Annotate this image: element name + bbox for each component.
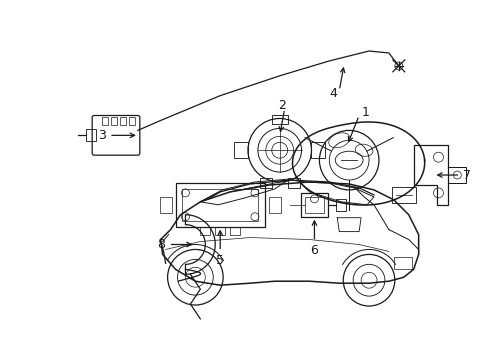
Bar [111, 117, 117, 125]
Text: 3: 3 [98, 129, 106, 142]
Text: 6: 6 [310, 244, 318, 257]
Bar [234, 142, 247, 158]
Bar [271, 114, 287, 125]
Text: 1: 1 [361, 106, 369, 119]
Bar [160, 197, 171, 213]
Bar [268, 197, 280, 213]
Text: 7: 7 [462, 168, 470, 181]
Text: 4: 4 [329, 87, 337, 100]
Bar [215, 227, 224, 235]
Bar [86, 129, 96, 141]
Text: 5: 5 [216, 255, 224, 267]
Bar [336, 199, 346, 211]
Bar [120, 117, 126, 125]
Bar [175, 183, 264, 227]
Bar [102, 117, 108, 125]
Text: 2: 2 [277, 99, 285, 112]
Bar [391, 187, 415, 203]
Bar [200, 227, 210, 235]
Bar [311, 142, 325, 158]
Text: 8: 8 [157, 238, 165, 251]
Bar [287, 178, 299, 188]
Bar [393, 257, 411, 269]
Bar [182, 189, 257, 221]
Bar [304, 197, 324, 213]
Bar [230, 227, 240, 235]
Bar [129, 117, 135, 125]
Bar [447, 167, 466, 183]
Bar [259, 178, 271, 188]
Bar [300, 193, 327, 217]
